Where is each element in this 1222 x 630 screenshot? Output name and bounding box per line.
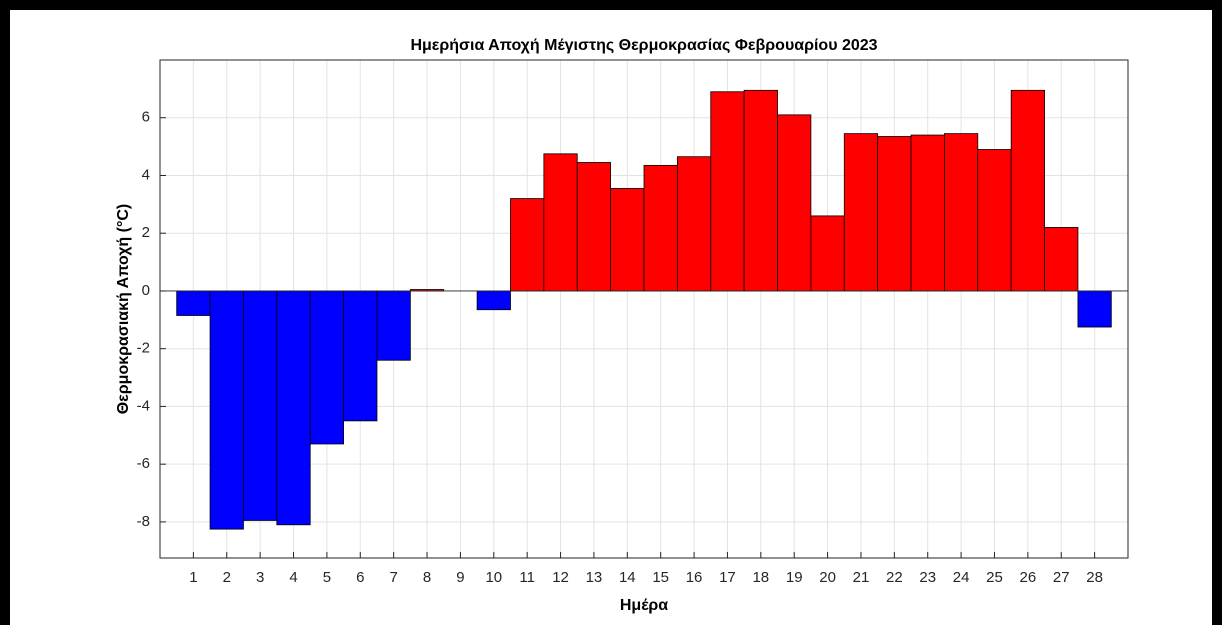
bar <box>1077 290 1112 328</box>
bar <box>643 164 678 292</box>
x-tick-label: 8 <box>423 569 431 586</box>
y-tick-label: -2 <box>137 340 150 357</box>
y-tick-label: -8 <box>137 513 150 530</box>
bar <box>209 290 244 530</box>
x-tick-label: 10 <box>485 569 502 586</box>
bar <box>843 133 879 292</box>
x-tick-label: 17 <box>719 569 736 586</box>
bar <box>543 153 578 292</box>
bar <box>743 89 778 292</box>
bar <box>276 290 311 526</box>
y-tick-label: -4 <box>137 397 150 414</box>
x-tick-label: 14 <box>619 569 636 586</box>
x-tick-label: 18 <box>752 569 769 586</box>
x-tick-label: 20 <box>819 569 836 586</box>
x-tick-label: 11 <box>519 569 535 586</box>
axes-box <box>159 59 1129 559</box>
y-tick-label: 2 <box>142 224 150 241</box>
bar <box>944 133 979 292</box>
bar <box>309 290 344 445</box>
x-tick-label: 26 <box>1020 569 1037 586</box>
x-axis-label: Ημέρα <box>620 597 668 614</box>
x-tick-label: 5 <box>323 569 331 586</box>
x-tick-label: 12 <box>552 569 569 586</box>
x-tick-label: 19 <box>786 569 803 586</box>
x-tick-label: 4 <box>289 569 297 586</box>
y-tick-label: 0 <box>142 282 150 299</box>
x-tick-label: 27 <box>1053 569 1070 586</box>
x-tick-label: 9 <box>456 569 464 586</box>
bar <box>176 290 211 316</box>
bar <box>376 290 411 361</box>
bar <box>910 134 945 292</box>
x-tick-label: 16 <box>686 569 703 586</box>
bar <box>510 198 545 292</box>
y-tick-label: 4 <box>142 166 150 183</box>
y-tick-label: -6 <box>137 455 150 472</box>
bar <box>343 290 378 422</box>
bar <box>877 136 912 292</box>
bar <box>777 114 812 292</box>
bar <box>710 91 745 292</box>
x-tick-label: 15 <box>652 569 669 586</box>
x-tick-label: 28 <box>1086 569 1103 586</box>
bar <box>1010 89 1045 292</box>
x-tick-label: 6 <box>356 569 364 586</box>
x-tick-label: 24 <box>953 569 970 586</box>
bar <box>610 188 645 292</box>
x-tick-label: 23 <box>919 569 936 586</box>
x-tick-label: 1 <box>189 569 197 586</box>
x-tick-label: 2 <box>223 569 231 586</box>
bar <box>1044 227 1079 292</box>
x-tick-label: 3 <box>256 569 264 586</box>
bar <box>977 149 1012 292</box>
bar <box>476 290 511 311</box>
x-tick-label: 21 <box>853 569 870 586</box>
bar <box>576 162 612 292</box>
x-tick-label: 7 <box>389 569 397 586</box>
x-tick-label: 25 <box>986 569 1003 586</box>
y-tick-label: 6 <box>142 109 150 126</box>
bar <box>243 290 278 521</box>
bar <box>676 156 712 292</box>
x-tick-label: 13 <box>586 569 603 586</box>
chart-title: Ημερήσια Αποχή Μέγιστης Θερμοκρασίας Φεβ… <box>410 37 877 54</box>
x-tick-label: 22 <box>886 569 903 586</box>
bar <box>810 215 845 292</box>
y-axis-label: Θερμοκρασιακή Αποχή (°C) <box>115 204 132 415</box>
